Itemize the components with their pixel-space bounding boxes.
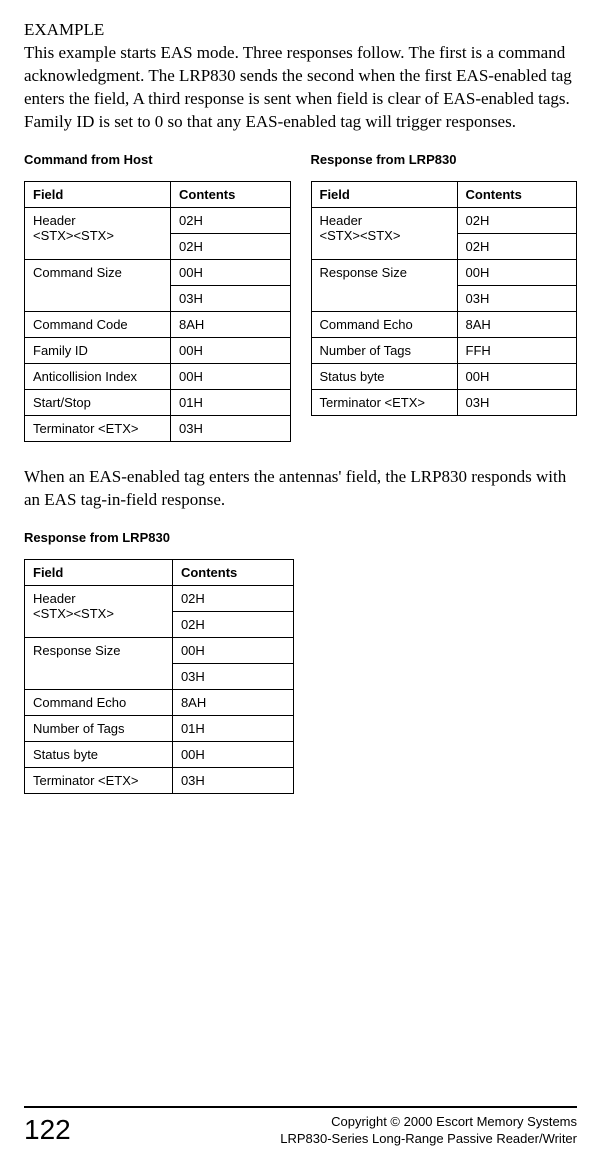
table-row: Terminator <ETX>03H <box>25 415 291 441</box>
field-cell: Family ID <box>25 337 171 363</box>
contents-cell: 8AH <box>457 311 576 337</box>
field-cell: Command Size <box>25 259 171 311</box>
col-field: Field <box>25 559 173 585</box>
field-cell: Command Echo <box>311 311 457 337</box>
page-number: 122 <box>24 1114 71 1146</box>
field-cell: Header<STX><STX> <box>311 207 457 259</box>
table-row: Status byte00H <box>25 741 294 767</box>
contents-cell: 02H <box>172 585 293 611</box>
col-contents: Contents <box>172 559 293 585</box>
field-cell: Terminator <ETX> <box>311 389 457 415</box>
page-footer: 122 Copyright © 2000 Escort Memory Syste… <box>24 1106 577 1148</box>
table-header-row: Field Contents <box>25 559 294 585</box>
intro-paragraph: This example starts EAS mode. Three resp… <box>24 42 577 134</box>
field-cell: Header<STX><STX> <box>25 207 171 259</box>
response2-table: Field Contents Header<STX><STX>02H02HRes… <box>24 559 294 794</box>
contents-cell: 00H <box>172 741 293 767</box>
col-contents: Contents <box>457 181 576 207</box>
table-row: Header<STX><STX>02H <box>25 585 294 611</box>
contents-cell: 02H <box>171 233 290 259</box>
table-row: Number of TagsFFH <box>311 337 577 363</box>
field-cell: Response Size <box>25 637 173 689</box>
contents-cell: 03H <box>172 767 293 793</box>
middle-paragraph: When an EAS-enabled tag enters the anten… <box>24 466 577 512</box>
table-row: Command Echo8AH <box>311 311 577 337</box>
response1-table: Field Contents Header<STX><STX>02H02HRes… <box>311 181 578 416</box>
tables-row-1: Command from Host Field Contents Header<… <box>24 152 577 442</box>
contents-cell: 8AH <box>172 689 293 715</box>
product-line: LRP830-Series Long-Range Passive Reader/… <box>280 1131 577 1148</box>
response2-table-title: Response from LRP830 <box>24 530 294 545</box>
contents-cell: 03H <box>457 389 576 415</box>
table-row: Family ID00H <box>25 337 291 363</box>
contents-cell: 00H <box>171 259 290 285</box>
field-cell: Number of Tags <box>311 337 457 363</box>
table-header-row: Field Contents <box>25 181 291 207</box>
field-cell: Command Echo <box>25 689 173 715</box>
table-row: Anticollision Index00H <box>25 363 291 389</box>
table-row: Number of Tags01H <box>25 715 294 741</box>
table-row: Command Size00H <box>25 259 291 285</box>
copyright-line: Copyright © 2000 Escort Memory Systems <box>280 1114 577 1131</box>
contents-cell: 03H <box>171 415 290 441</box>
contents-cell: 00H <box>171 337 290 363</box>
table-row: Response Size00H <box>311 259 577 285</box>
command-table-title: Command from Host <box>24 152 291 167</box>
contents-cell: 02H <box>457 233 576 259</box>
field-cell: Start/Stop <box>25 389 171 415</box>
field-cell: Number of Tags <box>25 715 173 741</box>
table-row: Start/Stop01H <box>25 389 291 415</box>
contents-cell: 03H <box>171 285 290 311</box>
table-header-row: Field Contents <box>311 181 577 207</box>
footer-text: Copyright © 2000 Escort Memory Systems L… <box>280 1114 577 1148</box>
table-row: Command Echo8AH <box>25 689 294 715</box>
contents-cell: 03H <box>172 663 293 689</box>
field-cell: Terminator <ETX> <box>25 415 171 441</box>
table-row: Command Code8AH <box>25 311 291 337</box>
table-row: Header<STX><STX>02H <box>311 207 577 233</box>
field-cell: Status byte <box>25 741 173 767</box>
field-cell: Response Size <box>311 259 457 311</box>
field-cell: Command Code <box>25 311 171 337</box>
contents-cell: 02H <box>171 207 290 233</box>
contents-cell: 00H <box>457 363 576 389</box>
contents-cell: FFH <box>457 337 576 363</box>
contents-cell: 02H <box>457 207 576 233</box>
table-row: Terminator <ETX>03H <box>311 389 577 415</box>
contents-cell: 03H <box>457 285 576 311</box>
field-cell: Anticollision Index <box>25 363 171 389</box>
contents-cell: 00H <box>171 363 290 389</box>
response1-table-block: Response from LRP830 Field Contents Head… <box>311 152 578 442</box>
command-table-block: Command from Host Field Contents Header<… <box>24 152 291 442</box>
contents-cell: 01H <box>172 715 293 741</box>
contents-cell: 02H <box>172 611 293 637</box>
table-row: Status byte00H <box>311 363 577 389</box>
contents-cell: 01H <box>171 389 290 415</box>
contents-cell: 00H <box>457 259 576 285</box>
command-table: Field Contents Header<STX><STX>02H02HCom… <box>24 181 291 442</box>
contents-cell: 00H <box>172 637 293 663</box>
col-contents: Contents <box>171 181 290 207</box>
table-row: Terminator <ETX>03H <box>25 767 294 793</box>
table-row: Response Size00H <box>25 637 294 663</box>
response2-table-block: Response from LRP830 Field Contents Head… <box>24 530 294 794</box>
field-cell: Terminator <ETX> <box>25 767 173 793</box>
col-field: Field <box>25 181 171 207</box>
response1-table-title: Response from LRP830 <box>311 152 578 167</box>
table-row: Header<STX><STX>02H <box>25 207 291 233</box>
field-cell: Header<STX><STX> <box>25 585 173 637</box>
col-field: Field <box>311 181 457 207</box>
contents-cell: 8AH <box>171 311 290 337</box>
example-heading: EXAMPLE <box>24 20 577 40</box>
field-cell: Status byte <box>311 363 457 389</box>
